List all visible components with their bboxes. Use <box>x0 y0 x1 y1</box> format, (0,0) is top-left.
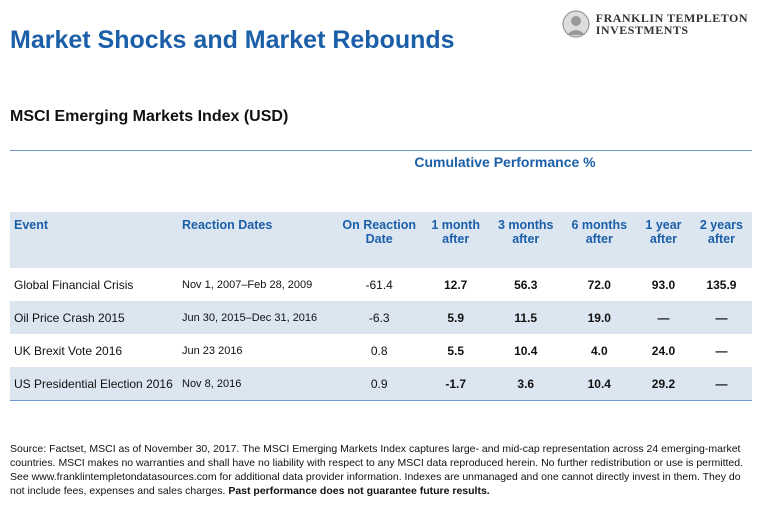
table-cell: UK Brexit Vote 2016 <box>14 343 123 358</box>
table-row: Oil Price Crash 2015 Jun 30, 2015–Dec 31,… <box>10 301 752 334</box>
table-cell: 72.0 <box>587 277 611 292</box>
table-cell: 56.3 <box>514 277 538 292</box>
table-cell: 12.7 <box>443 277 468 292</box>
header-row: Event Reaction Dates On Reaction Date 1 mon… <box>10 212 752 268</box>
table-cell: 0.9 <box>336 367 423 400</box>
table-cell: 29.2 <box>636 367 691 400</box>
table-cell: 4.0 <box>590 343 608 358</box>
table-cell: -61.4 <box>365 277 393 292</box>
logo-text: INVESTMENTS <box>595 23 689 37</box>
table-cell: 93.0 <box>651 277 676 292</box>
column-header: Reaction Dates <box>178 212 336 268</box>
table-cell: 24.0 <box>651 343 676 358</box>
table-cell: — <box>715 343 728 358</box>
title: Market Shocks and Market Rebounds <box>10 26 455 54</box>
table-row: Global Financial Crisis Nov 1, 2007–Feb 2… <box>10 268 752 301</box>
table-cell: — <box>636 301 691 334</box>
table-cell: Jun 30, 2015–Dec 31, 2016 <box>178 301 336 334</box>
table-cell: 3.6 <box>488 367 563 400</box>
table-cell: Nov 8, 2016 <box>178 367 336 400</box>
table-cell: -6.3 <box>336 301 423 334</box>
table-cell: -1.7 <box>422 367 489 400</box>
logo: FRANKLIN TEMPLETON INVESTMENTS <box>562 10 748 38</box>
rule <box>10 400 752 401</box>
table-cell: 135.9 <box>706 277 737 292</box>
table-cell: Nov 1, 2007–Feb 28, 2009 <box>182 278 313 291</box>
table-cell: 5.5 <box>447 343 465 358</box>
column-header: 2 years after <box>690 212 752 268</box>
column-header: On Reaction Date <box>336 212 423 268</box>
group-header: Cumulative Performance % <box>414 154 596 170</box>
column-header: 1 month after <box>422 212 489 268</box>
table-cell: 5.9 <box>422 301 489 334</box>
column-header: 6 months after <box>562 212 637 268</box>
table-cell: Oil Price Crash 2015 <box>10 301 178 334</box>
table-cell: 10.4 <box>514 343 538 358</box>
table-cell: — <box>690 367 752 400</box>
column-header: 3 months after <box>488 212 563 268</box>
table: Event Reaction Dates On Reaction Date 1 mon… <box>10 212 752 400</box>
table-cell: Global Financial Crisis <box>14 277 134 292</box>
subtitle: MSCI Emerging Markets Index (USD) <box>10 108 289 125</box>
footnote: Source: Factset, MSCI as of November 30,… <box>10 442 755 498</box>
table-cell: US Presidential Election 2016 <box>10 367 178 400</box>
table-cell: 10.4 <box>562 367 637 400</box>
footnote-bold: Past performance does not guarantee futu… <box>228 485 490 497</box>
table-row: UK Brexit Vote 2016 Jun 23 2016 0.8 5.5 10.4… <box>10 334 752 367</box>
table-row: US Presidential Election 2016 Nov 8, 2016… <box>10 367 752 400</box>
table-cell: — <box>690 301 752 334</box>
column-header: Event <box>10 212 178 268</box>
table-cell: 11.5 <box>488 301 563 334</box>
rule <box>10 150 752 151</box>
table-cell: 19.0 <box>562 301 637 334</box>
table-cell: 0.8 <box>370 343 388 358</box>
footnote-text: Source: Factset, MSCI as of November 30,… <box>10 443 744 497</box>
logo-text: FRANKLIN TEMPLETON <box>595 11 748 25</box>
logo-icon <box>562 10 590 38</box>
table-cell: Jun 23 2016 <box>182 344 243 357</box>
column-header: 1 year after <box>636 212 691 268</box>
